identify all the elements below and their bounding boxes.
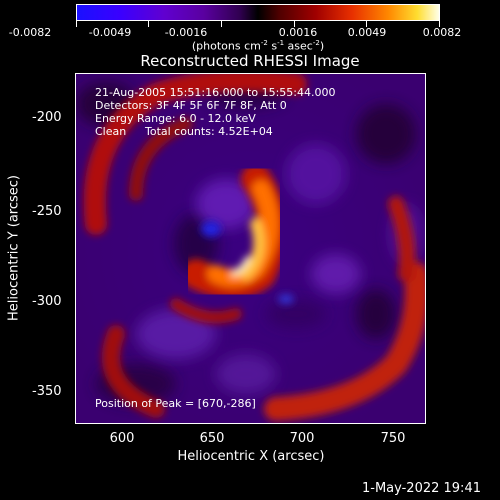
x-tick-label: 650 [199,431,225,446]
y-tick-label: -300 [32,294,62,309]
colorbar-tick [294,21,295,27]
colorbar-tick [221,21,222,27]
colorbar-tick [439,21,440,27]
annotation-total-counts: Total counts: 4.52E+04 [145,125,273,138]
colorbar [76,4,440,21]
colorbar-tick-label: 0.0082 [422,26,462,39]
colorbar-tick [148,21,149,27]
x-axis-label: Heliocentric X (arcsec) [177,449,325,464]
solar-image-map [76,74,425,423]
y-tick-label: -250 [32,204,62,219]
colorbar-tick-label: 0.0016 [278,26,318,39]
colorbar-tick-label: -0.0016 [164,26,208,39]
colorbar-tick-label: -0.0082 [8,26,52,39]
x-tick-label: 700 [289,431,315,446]
footer-date: 1-May-2022 19:41 [362,481,481,496]
x-tick-label: 600 [109,431,135,446]
y-tick-label: -200 [32,110,62,125]
y-axis-label: Heliocentric Y (arcsec) [6,175,22,321]
colorbar-tick-label: -0.0049 [88,26,132,39]
solar-image [75,73,426,424]
annotation-time-range: 21-Aug-2005 15:51:16.000 to 15:55:44.000 [95,86,336,99]
image-title: Reconstructed RHESSI Image [140,52,360,70]
y-tick-label: -350 [32,384,62,399]
x-tick-label: 750 [380,431,406,446]
annotation-peak: Position of Peak = [670,-286] [95,397,256,410]
annotation-clean: Clean [95,125,127,138]
colorbar-unit: (photons cm-2 s-1 asec-2) [191,39,325,53]
colorbar-tick [366,21,367,27]
colorbar-tick [76,21,77,27]
annotation-detectors: Detectors: 3F 4F 5F 6F 7F 8F, Att 0 [95,99,287,112]
colorbar-tick-label: 0.0049 [347,26,387,39]
annotation-energy: Energy Range: 6.0 - 12.0 keV [95,112,256,125]
